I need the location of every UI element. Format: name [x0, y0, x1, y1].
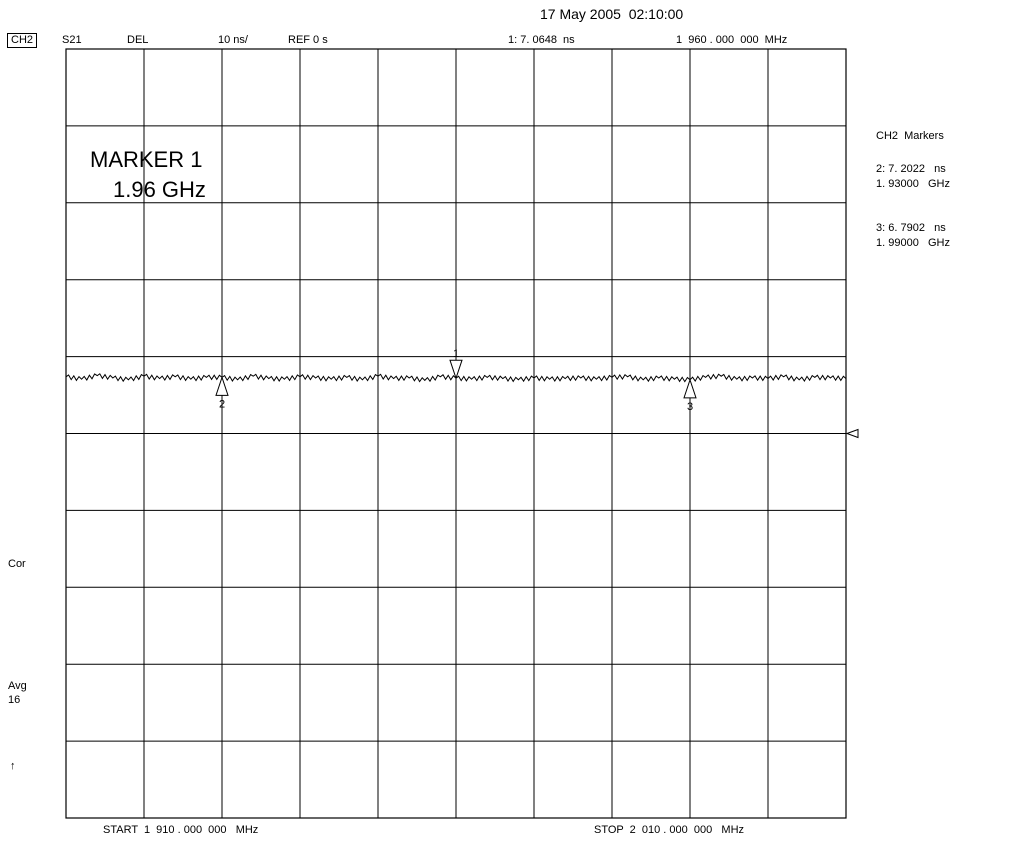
start-frequency: START 1 910 . 000 000 MHz: [103, 824, 259, 836]
marker-1-symbol: [449, 359, 463, 380]
correction-status: Cor: [8, 558, 26, 570]
marker-annotation-freq: 1.96 GHz: [113, 177, 206, 202]
marker-2-delay: 2: 7. 2022 ns: [876, 163, 946, 175]
marker-2-label: 2: [219, 398, 225, 410]
reference-label: REF 0 s: [288, 34, 328, 46]
scale-arrow-icon: ↑: [10, 760, 16, 772]
format-label: DEL: [127, 34, 149, 46]
markers-panel-title: CH2 Markers: [876, 130, 944, 142]
marker-3-label: 3: [687, 401, 693, 413]
grid: [65, 48, 847, 819]
scale-label: 10 ns/: [218, 34, 248, 46]
marker-layer: 1 2 3: [215, 348, 859, 439]
marker-3-frequency: 1. 99000 GHz: [876, 237, 950, 249]
reference-level-icon: [845, 428, 859, 439]
stop-frequency: STOP 2 010 . 000 000 MHz: [594, 824, 745, 836]
marker-3-delay: 3: 6. 7902 ns: [876, 222, 946, 234]
marker-2-frequency: 1. 93000 GHz: [876, 178, 950, 190]
channel-label: CH2: [7, 33, 38, 48]
averaging-count: 16: [8, 694, 21, 706]
marker-1-label: 1: [453, 348, 459, 360]
active-marker-readout: 1: 7. 0648 ns: [508, 34, 575, 46]
averaging-label: Avg: [8, 680, 27, 692]
datetime: 17 May 2005 02:10:00: [540, 6, 684, 22]
active-marker-frequency: 1 960 . 000 000 MHz: [676, 34, 788, 46]
marker-2-symbol: [215, 375, 229, 396]
marker-3-symbol: [683, 378, 697, 399]
marker-annotation-title: MARKER 1: [90, 147, 203, 172]
parameter-label: S21: [62, 34, 82, 46]
